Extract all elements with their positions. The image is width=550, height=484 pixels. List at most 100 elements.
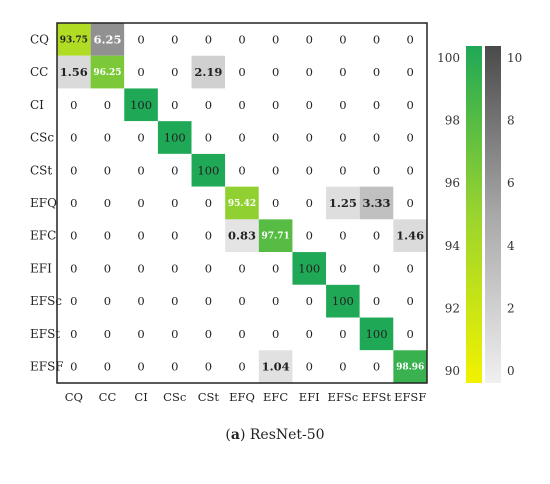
matrix-frame — [56, 22, 428, 384]
matrix-cell-value: 0 — [272, 294, 279, 308]
matrix-cell-value: 0 — [205, 32, 212, 46]
matrix-cell-value: 0 — [137, 196, 144, 210]
matrix-cell-value: 0 — [306, 65, 313, 79]
matrix-cell-value: 0 — [407, 131, 414, 145]
matrix-cell — [225, 317, 259, 351]
matrix-cell-value: 0 — [373, 294, 380, 308]
matrix-cell-value: 100 — [164, 131, 186, 145]
matrix-cell-value: 0 — [70, 196, 77, 210]
matrix-cell-value: 0 — [373, 261, 380, 275]
matrix-cell-value: 0 — [70, 163, 77, 177]
matrix-cell — [90, 317, 125, 351]
matrix-cell-value: 0 — [306, 294, 313, 308]
matrix-cell — [157, 252, 192, 285]
matrix-cell-value: 0 — [104, 294, 111, 308]
matrix-cell-value: 0 — [306, 98, 313, 112]
matrix-cell — [292, 23, 327, 56]
matrix-cell — [292, 186, 327, 220]
matrix-cell — [359, 55, 394, 89]
column-label: EFSF — [394, 390, 426, 404]
matrix-cell — [225, 23, 259, 56]
column-label: CC — [99, 390, 117, 404]
column-label: EFQ — [229, 390, 255, 404]
matrix-cell — [157, 153, 192, 187]
matrix-cell — [124, 186, 158, 220]
matrix-cell-value: 0 — [373, 360, 380, 374]
matrix-cell — [359, 284, 394, 318]
matrix-cell — [292, 153, 327, 187]
matrix-cell-value: 0 — [137, 32, 144, 46]
matrix-cell-value: 0 — [407, 98, 414, 112]
matrix-cell — [359, 23, 394, 56]
matrix-cell — [124, 55, 158, 89]
matrix-cell-value: 100 — [366, 327, 388, 341]
matrix-cell — [225, 284, 259, 318]
matrix-cell — [292, 88, 327, 122]
matrix-cell-value: 0 — [339, 163, 346, 177]
matrix-cell — [57, 350, 91, 383]
matrix-cell — [157, 219, 192, 253]
matrix-cell — [90, 284, 125, 318]
matrix-cell-value: 0 — [339, 360, 346, 374]
matrix-cell — [90, 23, 125, 56]
matrix-cell-value: 0 — [272, 327, 279, 341]
matrix-cell — [191, 219, 226, 253]
matrix-cell — [393, 317, 427, 351]
matrix-cell-value: 0 — [238, 65, 245, 79]
matrix-cell — [157, 55, 192, 89]
row-label: EFSF — [30, 360, 64, 374]
matrix-cell — [393, 186, 427, 220]
matrix-cell-value: 1.25 — [329, 196, 357, 210]
matrix-cell — [393, 153, 427, 187]
matrix-cell-value: 0 — [373, 131, 380, 145]
matrix-cell — [157, 350, 192, 383]
matrix-cell — [191, 55, 226, 89]
matrix-cell-value: 0 — [407, 294, 414, 308]
offdiagonal-colorbar-tick: 10 — [507, 51, 522, 65]
matrix-cell-value: 0 — [104, 261, 111, 275]
matrix-cell — [57, 121, 91, 154]
matrix-cell-value: 0 — [272, 261, 279, 275]
matrix-cell-value: 0 — [272, 131, 279, 145]
matrix-cell — [326, 350, 360, 383]
matrix-cell — [258, 55, 293, 89]
matrix-cell — [57, 317, 91, 351]
matrix-cell — [157, 121, 192, 154]
matrix-cell-value: 0 — [205, 98, 212, 112]
matrix-cell — [393, 121, 427, 154]
row-label: CSt — [30, 163, 52, 177]
matrix-cell — [57, 55, 91, 89]
matrix-cell-value: 0 — [306, 163, 313, 177]
offdiagonal-colorbar-tick: 2 — [507, 301, 515, 315]
matrix-cell — [393, 284, 427, 318]
matrix-cell — [57, 186, 91, 220]
matrix-cell-value: 0 — [171, 229, 178, 243]
matrix-cell — [292, 317, 327, 351]
matrix-cell — [225, 350, 259, 383]
matrix-cell-value: 0 — [205, 294, 212, 308]
matrix-cell-value: 100 — [197, 163, 219, 177]
matrix-cell — [292, 219, 327, 253]
matrix-cell — [393, 23, 427, 56]
matrix-cell-value: 0 — [171, 32, 178, 46]
matrix-cell-value: 0 — [137, 360, 144, 374]
matrix-cell-value: 1.56 — [60, 65, 88, 79]
matrix-cell-value: 0 — [137, 294, 144, 308]
matrix-cell-value: 0 — [238, 98, 245, 112]
matrix-cell — [90, 153, 125, 187]
matrix-cell-value: 0.83 — [228, 229, 256, 243]
matrix-cell — [326, 219, 360, 253]
matrix-cell-value: 97.71 — [262, 232, 290, 242]
matrix-cell — [258, 284, 293, 318]
matrix-cell — [57, 153, 91, 187]
matrix-cell — [359, 186, 394, 220]
matrix-cell — [258, 350, 293, 383]
matrix-cell-value: 0 — [171, 261, 178, 275]
matrix-cell-value: 0 — [272, 32, 279, 46]
matrix-cell — [191, 121, 226, 154]
matrix-cell-value: 0 — [306, 196, 313, 210]
matrix-cell — [359, 219, 394, 253]
column-labels: CQ CC CI CSc CSt EFQ EFC EFI EFSc EFSt EFSF — [65, 390, 427, 404]
matrix-cell — [124, 121, 158, 154]
matrix-cell — [124, 88, 158, 122]
